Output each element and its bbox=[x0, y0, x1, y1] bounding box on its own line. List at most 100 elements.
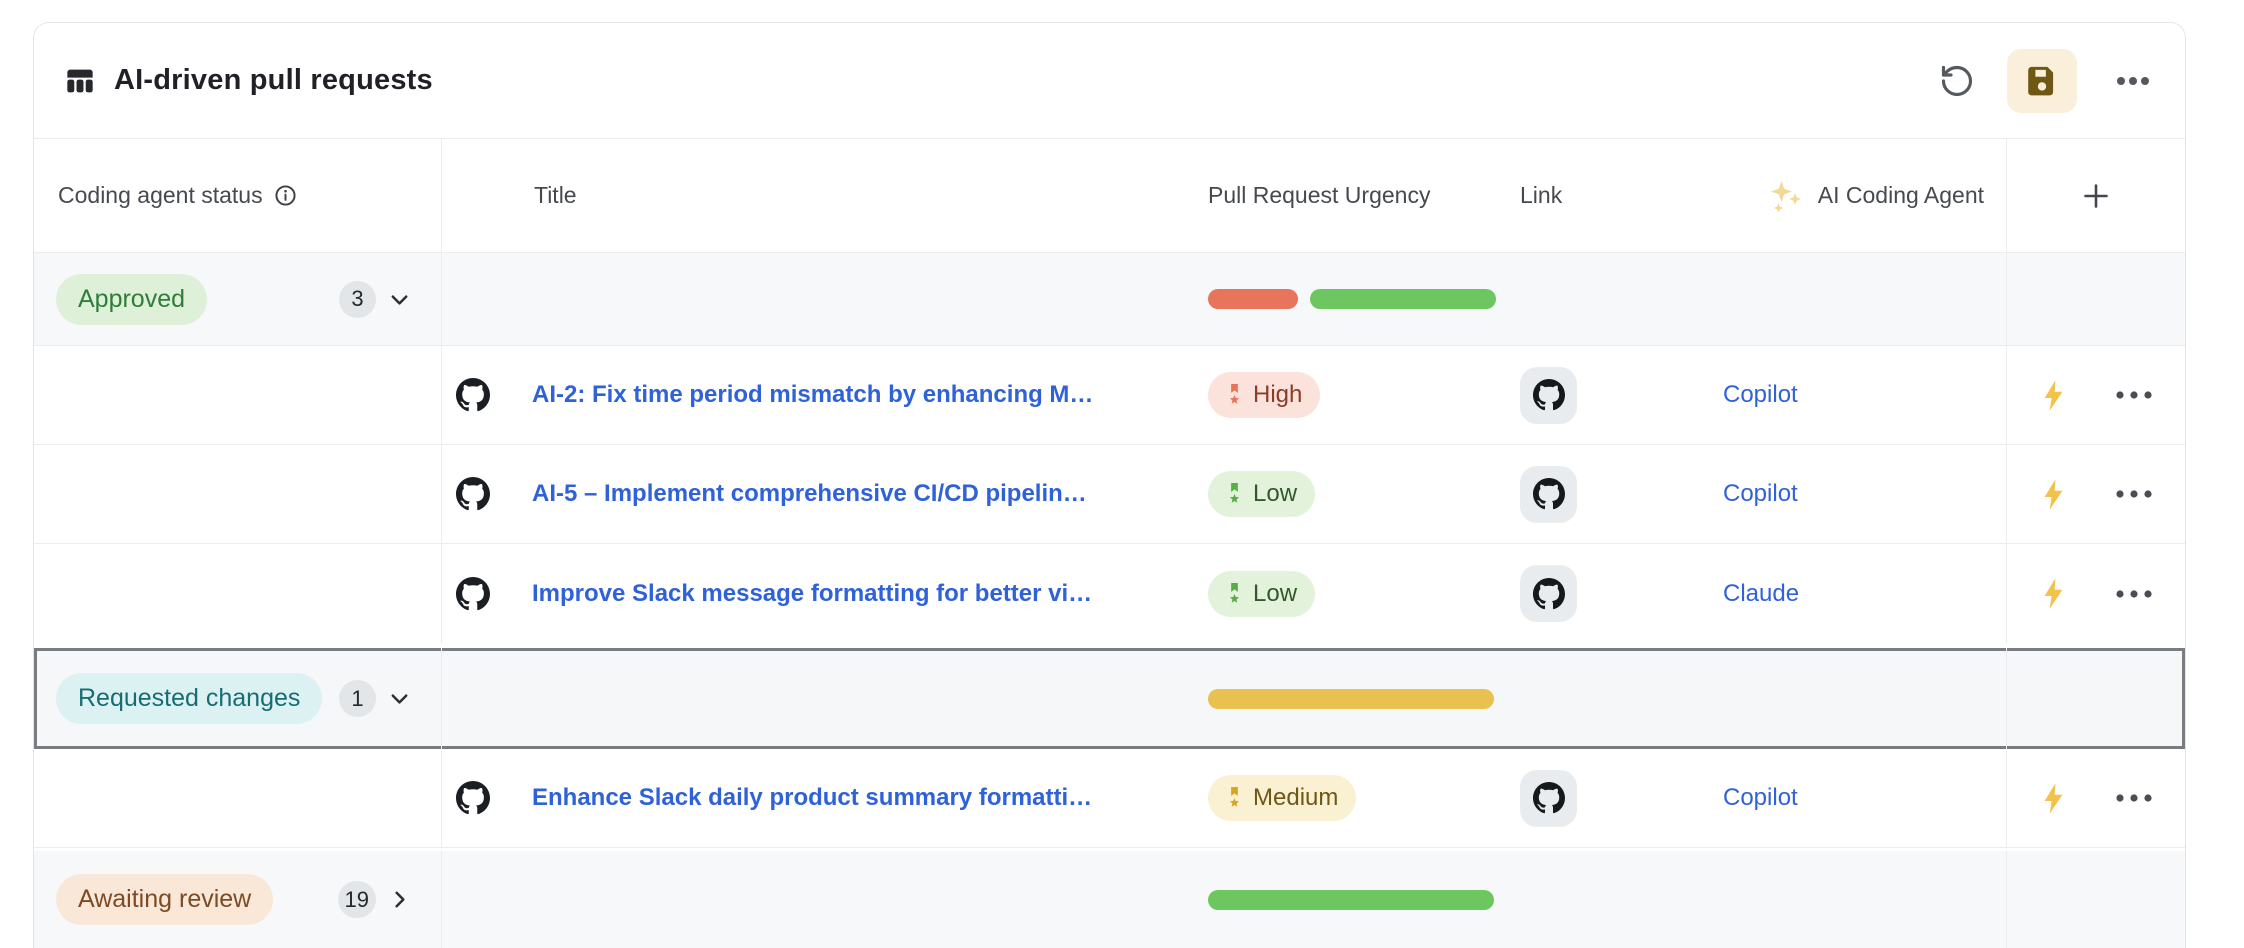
chevron-down-icon[interactable] bbox=[388, 687, 411, 710]
group-row-approved: Approved 3 bbox=[34, 253, 2185, 346]
link-cell bbox=[1504, 544, 1707, 643]
group-count-badge: 19 bbox=[337, 881, 376, 918]
undo-button[interactable] bbox=[1937, 61, 1977, 101]
github-link-button[interactable] bbox=[1520, 366, 1577, 424]
save-button[interactable] bbox=[2007, 48, 2077, 113]
agent-cell: Copilot bbox=[1707, 346, 2006, 444]
urgency-cell: Low bbox=[1200, 544, 1504, 643]
agent-link[interactable]: Copilot bbox=[1723, 480, 1798, 507]
group-row-requested-changes: Requested changes 1 bbox=[34, 648, 2185, 749]
pr-title-link[interactable]: AI-5 – Implement comprehensive CI/CD pip… bbox=[532, 480, 1087, 507]
group-row-awaiting-review: Awaiting review 19 bbox=[34, 851, 2185, 948]
urgency-badge-low[interactable]: Low bbox=[1208, 570, 1316, 617]
github-icon bbox=[456, 378, 490, 412]
column-header-row: Coding agent status Title Pull Request U… bbox=[34, 139, 2185, 253]
column-label-urgency: Pull Request Urgency bbox=[1208, 182, 1431, 208]
agent-link[interactable]: Copilot bbox=[1723, 381, 1798, 408]
agent-cell: Copilot bbox=[1707, 749, 2006, 847]
chevron-down-icon[interactable] bbox=[388, 288, 411, 311]
column-label-status: Coding agent status bbox=[58, 182, 263, 208]
github-icon bbox=[456, 781, 490, 815]
lightning-icon[interactable] bbox=[2040, 379, 2067, 412]
plus-icon bbox=[2084, 183, 2108, 208]
medal-icon bbox=[1229, 582, 1240, 603]
column-header-link[interactable]: Link bbox=[1504, 139, 1707, 252]
group-urgency-summary bbox=[1200, 648, 1504, 749]
agent-link[interactable]: Claude bbox=[1723, 579, 1800, 607]
row-menu-button[interactable] bbox=[2115, 589, 2153, 599]
row-actions-cell bbox=[2006, 544, 2185, 643]
column-label-agent: AI Coding Agent bbox=[1817, 182, 1984, 208]
group-status-cell: Requested changes 1 bbox=[34, 648, 442, 749]
medal-icon bbox=[1229, 383, 1240, 404]
row-actions-cell bbox=[2006, 346, 2185, 444]
table-row: AI-2: Fix time period mismatch by enhanc… bbox=[34, 346, 2185, 445]
agent-cell: Copilot bbox=[1707, 445, 2006, 543]
urgency-cell: Medium bbox=[1200, 749, 1504, 847]
lightning-icon[interactable] bbox=[2040, 478, 2067, 511]
column-label-link: Link bbox=[1520, 182, 1563, 208]
urgency-badge-medium[interactable]: Medium bbox=[1208, 775, 1357, 821]
grid-view-card: AI-driven pull requests bbox=[33, 22, 2186, 948]
group-count-badge: 1 bbox=[339, 680, 376, 717]
medal-icon bbox=[1229, 482, 1240, 503]
urgency-cell: High bbox=[1200, 346, 1504, 444]
save-icon bbox=[2028, 66, 2054, 95]
lightning-icon[interactable] bbox=[2040, 782, 2067, 815]
group-urgency-summary bbox=[1200, 851, 1504, 948]
group-status-cell: Approved 3 bbox=[34, 253, 442, 345]
github-link-button[interactable] bbox=[1520, 565, 1577, 622]
view-title-bar: AI-driven pull requests bbox=[34, 23, 2185, 139]
column-header-title[interactable]: Title bbox=[442, 139, 1200, 252]
add-field-button[interactable] bbox=[2006, 139, 2185, 252]
urgency-badge-low[interactable]: Low bbox=[1208, 471, 1316, 517]
title-cell: AI-2: Fix time period mismatch by enhanc… bbox=[442, 346, 1200, 444]
group-count-badge: 3 bbox=[339, 280, 376, 318]
pr-title-link[interactable]: AI-2: Fix time period mismatch by enhanc… bbox=[532, 381, 1094, 408]
urgency-bar-high bbox=[1208, 289, 1298, 309]
github-link-button[interactable] bbox=[1520, 465, 1577, 523]
more-options-icon bbox=[2117, 76, 2149, 85]
info-icon[interactable] bbox=[273, 183, 298, 208]
status-pill-requested-changes[interactable]: Requested changes bbox=[56, 673, 323, 724]
divider bbox=[34, 848, 2185, 851]
column-header-agent[interactable]: AI Coding Agent bbox=[1707, 139, 2006, 252]
urgency-label: Low bbox=[1253, 579, 1298, 607]
table-grid-icon bbox=[67, 69, 93, 92]
row-menu-button[interactable] bbox=[2115, 390, 2153, 400]
undo-icon bbox=[1941, 65, 1973, 96]
github-icon bbox=[1532, 379, 1565, 411]
link-cell bbox=[1504, 749, 1707, 847]
agent-cell: Claude bbox=[1707, 544, 2006, 643]
urgency-badge-high[interactable]: High bbox=[1208, 372, 1321, 418]
link-cell bbox=[1504, 346, 1707, 444]
urgency-label: High bbox=[1253, 381, 1303, 408]
title-cell: Enhance Slack daily product summary form… bbox=[442, 749, 1200, 847]
chevron-right-icon[interactable] bbox=[388, 888, 411, 911]
github-link-button[interactable] bbox=[1520, 769, 1577, 827]
table-row: Enhance Slack daily product summary form… bbox=[34, 749, 2185, 848]
github-icon bbox=[456, 477, 490, 511]
urgency-label: Medium bbox=[1253, 784, 1339, 811]
agent-link[interactable]: Copilot bbox=[1723, 784, 1798, 811]
sparkles-icon bbox=[1770, 180, 1801, 212]
group-status-cell: Awaiting review 19 bbox=[34, 851, 442, 948]
pr-title-link[interactable]: Improve Slack message formatting for bet… bbox=[532, 579, 1093, 607]
title-cell: Improve Slack message formatting for bet… bbox=[442, 544, 1200, 643]
row-menu-button[interactable] bbox=[2115, 489, 2153, 499]
title-cell: AI-5 – Implement comprehensive CI/CD pip… bbox=[442, 445, 1200, 543]
pr-title-link[interactable]: Enhance Slack daily product summary form… bbox=[532, 784, 1093, 811]
status-pill-awaiting-review[interactable]: Awaiting review bbox=[56, 874, 274, 925]
github-icon bbox=[1532, 577, 1565, 609]
column-header-urgency[interactable]: Pull Request Urgency bbox=[1200, 139, 1504, 252]
status-pill-approved[interactable]: Approved bbox=[56, 273, 208, 325]
divider bbox=[34, 643, 2185, 648]
table-row: AI-5 – Implement comprehensive CI/CD pip… bbox=[34, 445, 2185, 544]
column-header-status[interactable]: Coding agent status bbox=[34, 139, 442, 252]
lightning-icon[interactable] bbox=[2040, 577, 2067, 610]
row-menu-button[interactable] bbox=[2115, 793, 2153, 803]
row-actions-cell bbox=[2006, 749, 2185, 847]
view-more-options-button[interactable] bbox=[2113, 61, 2153, 101]
row-actions-cell bbox=[2006, 445, 2185, 543]
